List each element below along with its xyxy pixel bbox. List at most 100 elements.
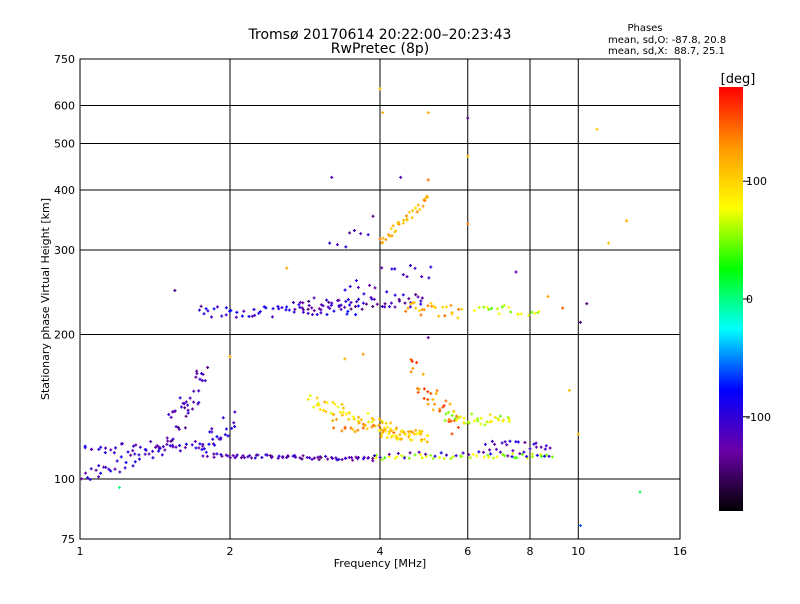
echo-point xyxy=(113,467,117,471)
echo-point xyxy=(319,456,323,460)
echo-point xyxy=(534,445,538,449)
echo-point xyxy=(561,306,565,310)
echo-point xyxy=(212,307,216,311)
echo-point xyxy=(366,411,370,415)
y-tick-label: 75 xyxy=(61,533,75,546)
echo-point xyxy=(99,471,103,475)
echo-point xyxy=(455,414,459,418)
echo-point xyxy=(349,300,353,304)
echo-point xyxy=(514,270,518,274)
echo-point xyxy=(210,430,214,434)
echo-point xyxy=(143,447,147,451)
echo-point xyxy=(336,405,340,409)
echo-point xyxy=(291,301,295,305)
echo-point xyxy=(361,352,365,356)
echo-point xyxy=(271,307,275,311)
echo-point xyxy=(280,306,284,310)
echo-point xyxy=(293,307,297,311)
echo-point xyxy=(415,361,419,365)
echo-point xyxy=(131,449,135,453)
echo-point xyxy=(370,420,374,424)
echo-point xyxy=(416,295,420,299)
echo-point xyxy=(204,450,208,454)
echo-point xyxy=(502,303,506,307)
echo-point xyxy=(545,453,549,457)
echo-point xyxy=(252,307,256,311)
echo-point xyxy=(138,445,142,449)
echo-point xyxy=(498,414,502,418)
echo-point xyxy=(485,305,489,309)
echo-point xyxy=(331,419,335,423)
echo-point xyxy=(449,419,453,423)
echo-point xyxy=(414,306,418,310)
echo-point xyxy=(532,442,536,446)
echo-point xyxy=(131,464,135,468)
echo-point xyxy=(459,415,463,419)
echo-point xyxy=(450,414,454,418)
echo-point xyxy=(382,426,386,430)
echo-point xyxy=(202,312,206,316)
echo-point xyxy=(530,455,534,459)
echo-point xyxy=(402,430,406,434)
echo-point xyxy=(477,450,481,454)
echo-point xyxy=(362,292,366,296)
echo-point xyxy=(351,415,355,419)
x-tick-label: 8 xyxy=(527,545,534,558)
echo-point xyxy=(443,314,447,318)
echo-point xyxy=(99,445,103,449)
echo-point xyxy=(183,406,187,410)
echo-point xyxy=(379,435,383,439)
echo-point xyxy=(490,439,494,443)
echo-point xyxy=(326,457,330,461)
echo-point xyxy=(533,311,537,315)
echo-point xyxy=(364,302,368,306)
echo-point xyxy=(287,308,291,312)
echo-point xyxy=(334,417,338,421)
echo-point xyxy=(402,218,406,222)
echo-point xyxy=(400,429,404,433)
echo-point xyxy=(403,432,407,436)
echo-point xyxy=(220,454,224,458)
echo-point xyxy=(202,447,206,451)
echo-point xyxy=(312,456,316,460)
echo-point xyxy=(426,434,430,438)
echo-point xyxy=(493,416,497,420)
echo-point xyxy=(337,457,341,461)
echo-point xyxy=(470,412,474,416)
echo-point xyxy=(206,365,210,369)
echo-point xyxy=(226,454,230,458)
echo-point xyxy=(119,455,123,459)
y-tick-label: 500 xyxy=(54,138,75,151)
echo-point xyxy=(230,426,234,430)
echo-point xyxy=(461,451,465,455)
echo-point xyxy=(356,285,360,289)
echo-point xyxy=(242,309,246,313)
echo-point xyxy=(493,442,497,446)
echo-point xyxy=(270,315,274,319)
y-tick-label: 600 xyxy=(54,100,75,113)
echo-point xyxy=(366,420,370,424)
echo-point xyxy=(192,389,196,393)
echo-point xyxy=(444,305,448,309)
echo-point xyxy=(190,443,194,447)
echo-point xyxy=(198,442,202,446)
echo-point xyxy=(429,265,433,269)
echo-point xyxy=(518,452,522,456)
echo-point xyxy=(473,309,477,313)
echo-point xyxy=(171,410,175,414)
echo-point xyxy=(485,420,489,424)
echo-point xyxy=(607,241,611,245)
echo-point xyxy=(530,310,534,314)
echo-point xyxy=(97,475,101,479)
echo-point xyxy=(317,458,321,462)
echo-point xyxy=(412,432,416,436)
echo-point xyxy=(171,445,175,449)
echo-point xyxy=(312,405,316,409)
echo-point xyxy=(301,308,305,312)
echo-point xyxy=(329,411,333,415)
x-axis-label: Frequency [MHz] xyxy=(334,557,426,570)
echo-point xyxy=(467,421,471,425)
echo-point xyxy=(419,313,423,317)
echo-point xyxy=(315,396,319,400)
